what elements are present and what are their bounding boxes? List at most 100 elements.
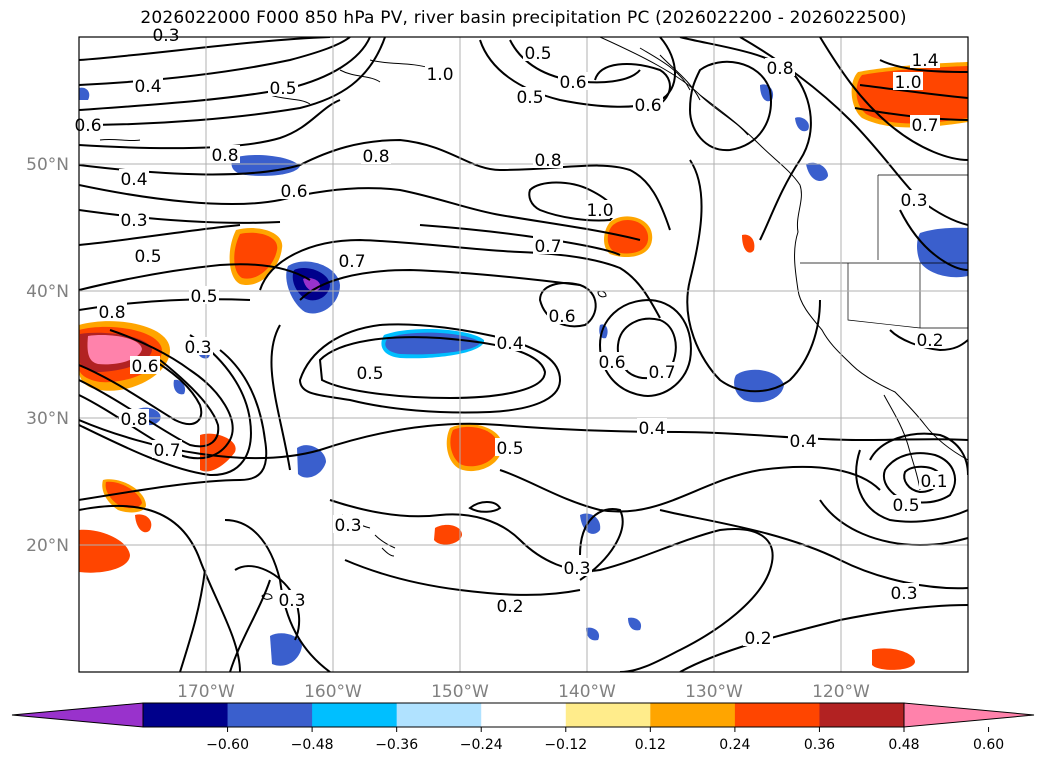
precip-anomaly-patch xyxy=(105,481,142,509)
contour-label-bg xyxy=(523,43,553,61)
contour-label-bg xyxy=(647,362,677,380)
contour-label: 0.8 xyxy=(534,151,561,171)
contour-label: 0.6 xyxy=(559,73,586,93)
contour-label-bg xyxy=(910,115,940,133)
contour-label: 0.3 xyxy=(563,559,590,579)
colorbar-segment xyxy=(227,703,313,727)
pv-contour xyxy=(679,37,812,241)
pv-contour xyxy=(79,357,203,425)
contour-label-bg xyxy=(133,76,163,94)
contour-label-bg xyxy=(189,286,219,304)
contour-label-bg xyxy=(183,337,213,355)
colorbar-segment xyxy=(143,703,229,727)
contour-label: 0.4 xyxy=(120,170,147,190)
contour-label-bg xyxy=(119,210,149,228)
contour-label: 0.3 xyxy=(890,584,917,604)
precip-anomaly-patch xyxy=(795,117,809,132)
contour-label: 0.7 xyxy=(911,116,938,136)
pv-contour xyxy=(179,569,206,672)
contour-label-bg xyxy=(355,363,385,381)
lon-tick-label: 140°W xyxy=(558,682,616,702)
precip-anomaly-patch xyxy=(79,87,90,100)
contour-label: 0.4 xyxy=(134,77,161,97)
pv-contour xyxy=(79,138,671,231)
colorbar-tick-label: 0.36 xyxy=(804,737,835,753)
pv-contour xyxy=(79,334,252,477)
contour-label-bg xyxy=(495,596,525,614)
contour-label-bg xyxy=(893,72,923,90)
contour-label: 1.0 xyxy=(586,201,613,221)
pv-contour xyxy=(882,452,956,504)
pv-contour xyxy=(579,508,624,581)
contour-label-bg xyxy=(279,181,309,199)
contour-label-bg xyxy=(152,440,182,458)
pv-contour xyxy=(229,579,271,672)
contour-label: 0.5 xyxy=(134,247,161,267)
contour-label-bg xyxy=(361,146,391,164)
contour-label-bg xyxy=(495,333,525,351)
pv-contour xyxy=(79,37,331,61)
colorbar-tick-label: −0.60 xyxy=(206,737,249,753)
contour-label: 0.1 xyxy=(920,472,947,492)
contour-label-bg xyxy=(268,78,298,96)
contour-label-bg xyxy=(633,95,663,113)
pv-contour xyxy=(79,99,341,150)
pv-contour xyxy=(899,209,968,271)
contour-label-bg xyxy=(533,236,563,254)
map-frame xyxy=(78,36,969,673)
contour-label: 0.5 xyxy=(892,496,919,516)
contour-label: 0.6 xyxy=(598,353,625,373)
precip-shading xyxy=(79,62,968,670)
state-borders xyxy=(800,174,968,329)
contour-label: 0.8 xyxy=(766,59,793,79)
lat-tick-label: 30°N xyxy=(26,409,69,429)
lat-tick-label: 20°N xyxy=(26,536,69,556)
contour-label: 0.3 xyxy=(900,191,927,211)
pv-contour xyxy=(688,60,772,152)
contour-label: 0.5 xyxy=(524,44,551,64)
colorbar xyxy=(11,702,1035,728)
colorbar-tick-label: −0.36 xyxy=(375,737,418,753)
contour-label: 0.6 xyxy=(280,182,307,202)
colorbar-segment xyxy=(734,703,820,727)
colorbar-extend-low xyxy=(11,702,144,728)
lon-tick-label: 170°W xyxy=(177,682,235,702)
pv-contour xyxy=(889,329,968,352)
pv-contour xyxy=(659,509,968,590)
pv-contour xyxy=(686,159,821,393)
contour-label-bg xyxy=(151,25,181,43)
pv-contour xyxy=(79,209,281,224)
pv-contour xyxy=(819,37,968,161)
colorbar-segment xyxy=(819,703,905,727)
contour-label-bg xyxy=(899,190,929,208)
contour-label: 0.3 xyxy=(334,516,361,536)
colorbar-tick-label: −0.12 xyxy=(544,737,587,753)
colorbar-segment xyxy=(396,703,482,727)
contour-label-bg xyxy=(119,409,149,427)
pv-contour xyxy=(79,419,968,459)
pv-contour xyxy=(79,349,268,501)
chart-title: 2026022000 F000 850 hPa PV, river basin … xyxy=(140,8,907,28)
pv-contour xyxy=(270,324,291,471)
lon-tick-label: 150°W xyxy=(431,682,489,702)
contour-label-bg xyxy=(562,558,592,576)
contour-label: 0.5 xyxy=(269,79,296,99)
contour-label-bg xyxy=(585,200,615,218)
contour-label-bg xyxy=(915,330,945,348)
contour-label: 0.2 xyxy=(916,331,943,351)
contour-label: 0.8 xyxy=(98,303,125,323)
pv-contour xyxy=(79,184,641,241)
pv-contour xyxy=(79,37,386,126)
pv-contour xyxy=(79,329,234,460)
colorbar-segment xyxy=(565,703,651,727)
contour-label-bg xyxy=(558,72,588,90)
pv-contour xyxy=(79,263,311,291)
pv-contour xyxy=(318,336,547,400)
contour-label: 0.2 xyxy=(744,629,771,649)
border-line xyxy=(800,174,968,329)
contour-label: 0.8 xyxy=(362,147,389,167)
colorbar-frame xyxy=(142,702,905,728)
contour-label-bg xyxy=(891,495,921,513)
precip-anomaly-patch xyxy=(234,232,278,279)
pv-contour xyxy=(879,59,968,73)
